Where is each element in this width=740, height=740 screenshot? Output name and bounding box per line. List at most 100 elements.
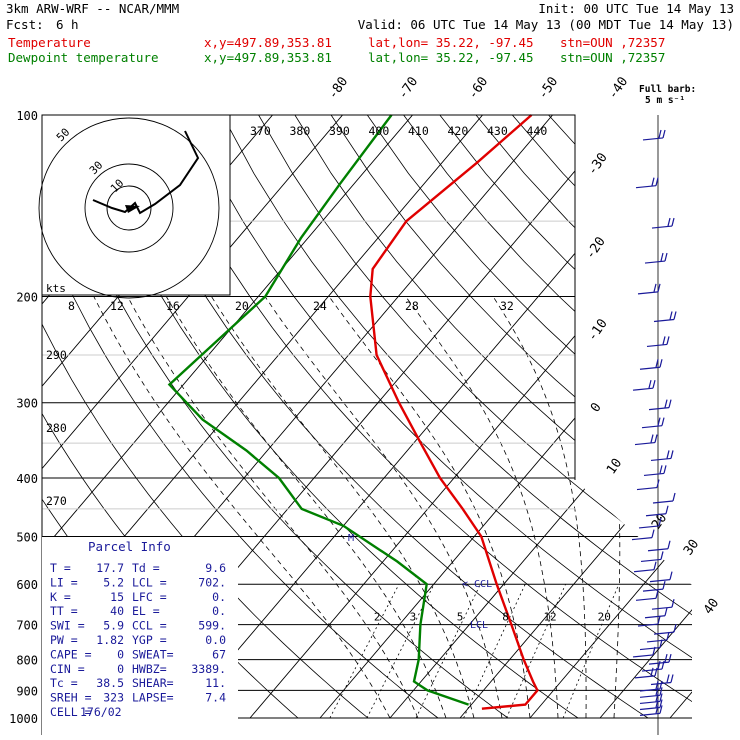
wind-barb-flag [655, 699, 659, 708]
temperature-tick-label: -20 [583, 234, 609, 262]
sounding-profiles [167, 114, 539, 710]
wind-barb-shaft [639, 646, 661, 651]
pressure-label: 900 [16, 684, 38, 698]
moist-adiabat [492, 296, 587, 718]
wind-barb-flag [657, 615, 661, 625]
wind-barb-flag [655, 680, 659, 690]
wind-barb-shaft [634, 441, 656, 446]
moist-adiabat [405, 296, 559, 719]
wind-barb [649, 571, 673, 583]
dry-adiabat [656, 115, 692, 719]
wind-barb-flag [654, 434, 658, 443]
temperature-tick-label: -30 [585, 150, 611, 178]
wind-barb-shaft [631, 537, 653, 541]
hodograph-ring [106, 185, 152, 231]
parcel-param-label: CIN = [50, 662, 85, 676]
wind-barb-shaft [645, 513, 667, 517]
wind-barb-flag [657, 417, 661, 426]
wind-barb-flag [663, 465, 667, 474]
wind-barb [644, 607, 668, 619]
wind-barb [653, 311, 677, 323]
wind-barb-shaft [642, 588, 664, 592]
pressure-label: 800 [16, 654, 38, 668]
wind-barb [632, 646, 656, 658]
wind-barb-shaft [639, 700, 661, 705]
temperature-legend-label: Temperature [8, 35, 91, 50]
parcel-param-label: T = [50, 561, 71, 575]
wind-barb-flag [650, 667, 654, 677]
temperature-tick-label: -10 [585, 316, 611, 344]
wind-barb [642, 580, 666, 592]
wind-barb-flag [651, 177, 655, 186]
wind-barb [650, 450, 674, 462]
parcel-param-value: 17.7 [96, 561, 124, 575]
wind-barb [643, 465, 667, 477]
wind-barb [639, 639, 663, 651]
wind-barb [653, 623, 677, 635]
parcel-param-label: SWEAT= [132, 647, 174, 661]
parcel-param-value: 5.9 [103, 619, 124, 633]
wind-barb-flag [668, 399, 672, 408]
wind-barb-flag [665, 505, 669, 514]
lcl-label: LCL [470, 620, 488, 631]
wind-barb [645, 505, 669, 517]
wind-barb-flag [658, 129, 662, 139]
wind-barb-shaft [632, 387, 654, 391]
pressure-label: 400 [16, 472, 38, 486]
pressure-label: 100 [16, 109, 38, 123]
theta-label: 410 [408, 124, 429, 138]
valid-time: Valid: 06 UTC Tue 14 May 13 (00 MDT Tue … [357, 17, 734, 32]
wind-barb [639, 705, 663, 716]
wind-barb-flag [659, 693, 663, 702]
wind-barb-flag [648, 380, 652, 389]
parcel-param-value: 67 [212, 647, 226, 661]
dry-adiabat [403, 115, 692, 719]
dewpoint-latlon: lat,lon= 35.22, -97.45 [368, 50, 534, 65]
parcel-param-value: 9.6 [205, 561, 226, 575]
dry-adiabat [584, 115, 692, 719]
wind-barb-flag [664, 607, 668, 616]
isotherm [389, 115, 692, 719]
parcel-param-label: HWBZ= [132, 662, 167, 676]
parcel-param-label: TT = [50, 604, 78, 618]
theta-label: 440 [527, 124, 548, 138]
wind-barb-flag [655, 177, 659, 186]
wind-barb-flag [653, 561, 657, 570]
wind-barb [637, 283, 661, 295]
temperature-profile [369, 114, 539, 710]
wind-barb [635, 590, 659, 601]
wind-barb-shaft [642, 137, 664, 141]
temperature-tick-label: 30 [681, 537, 702, 558]
wind-barb-flag [659, 359, 663, 368]
wind-barb-shaft [650, 457, 672, 462]
parcel-param-label: Td = [132, 561, 160, 575]
mixing-ratio-label: 12 [543, 611, 556, 624]
wind-barb-flag [653, 283, 657, 293]
speed-tick-label: 8 [68, 299, 75, 313]
wind-barb-flag [672, 492, 676, 502]
parcel-param-label: LFC = [132, 590, 167, 604]
wind-barb-shaft [635, 185, 657, 189]
mixing-ratio-label: 3 [410, 611, 417, 624]
wind-barb-flag [666, 336, 670, 345]
wind-barb-shaft [651, 225, 673, 229]
wind-barbs [631, 115, 677, 735]
wind-barb-shaft [644, 260, 666, 264]
wind-barb [651, 217, 675, 229]
wind-barb-shaft [639, 366, 661, 370]
parcel-param-label: CCL = [132, 619, 167, 633]
hodograph-units: kts [46, 282, 66, 295]
parcel-param-value: 3389. [191, 662, 226, 676]
wind-barb [640, 551, 664, 563]
parcel-param-value: 11. [205, 676, 226, 690]
wind-barb-flag [652, 646, 656, 656]
parcel-info-title: Parcel Info [88, 539, 171, 554]
wind-key-line2: 5 m s⁻¹ [645, 95, 685, 106]
wind-barb-flag [661, 417, 665, 426]
temperature-tick-label: 0 [588, 400, 605, 415]
wind-barb [646, 336, 670, 348]
theta-label: 370 [250, 124, 271, 138]
wind-barb-flag [659, 687, 663, 696]
isotherm [529, 115, 692, 719]
